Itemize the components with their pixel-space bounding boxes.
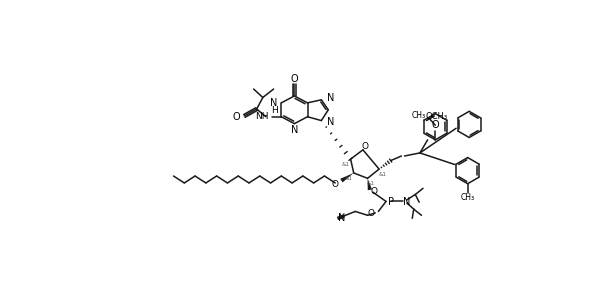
Text: N: N xyxy=(327,93,334,103)
Text: O: O xyxy=(362,142,369,151)
Text: O: O xyxy=(233,112,241,123)
Text: &1: &1 xyxy=(367,181,374,186)
Text: CH₃: CH₃ xyxy=(461,193,475,202)
Polygon shape xyxy=(368,178,372,190)
Text: H: H xyxy=(271,106,277,115)
Text: O: O xyxy=(331,180,338,189)
Text: &1: &1 xyxy=(378,172,386,177)
Text: N: N xyxy=(403,197,410,207)
Text: O: O xyxy=(431,120,439,130)
Text: O: O xyxy=(367,209,374,218)
Text: N: N xyxy=(338,213,346,223)
Text: NH: NH xyxy=(256,112,269,121)
Text: &1: &1 xyxy=(344,176,352,181)
Text: N: N xyxy=(270,98,277,108)
Text: OCH₃: OCH₃ xyxy=(426,112,448,121)
Text: O: O xyxy=(290,74,298,84)
Text: O: O xyxy=(371,187,378,196)
Text: P: P xyxy=(388,197,394,207)
Text: CH₃: CH₃ xyxy=(411,112,425,120)
Text: N: N xyxy=(291,125,298,135)
Text: N: N xyxy=(327,117,334,127)
Polygon shape xyxy=(340,173,354,182)
Text: &1: &1 xyxy=(341,162,349,167)
